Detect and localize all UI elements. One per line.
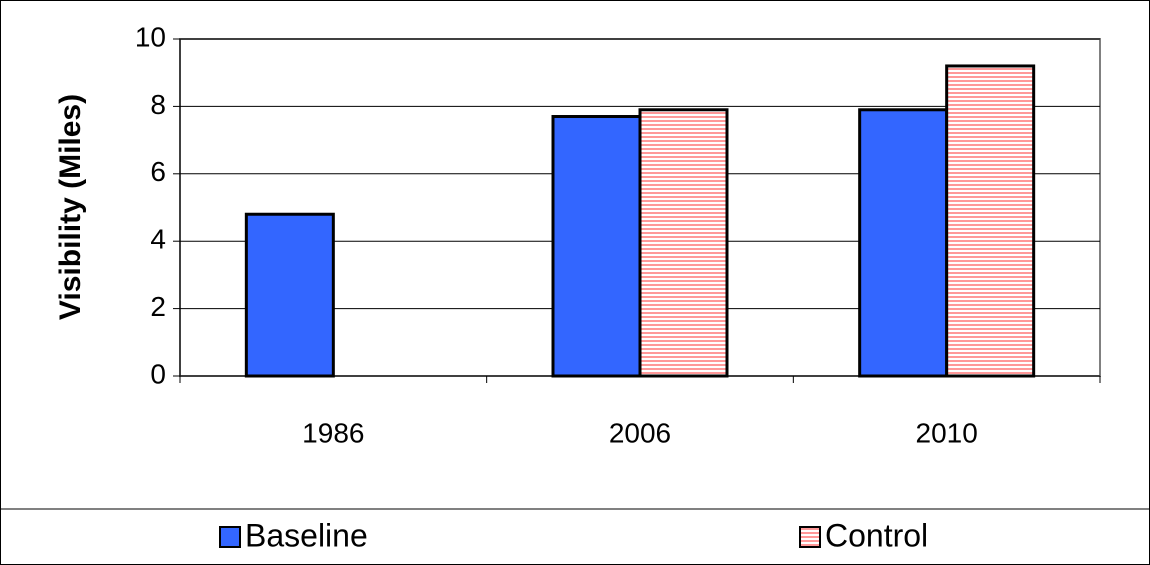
legend-label: Baseline [245, 517, 368, 553]
y-axis-label: Visibility (Miles) [54, 94, 87, 320]
bar [638, 108, 729, 378]
legend-label: Control [825, 517, 928, 553]
y-tick-label: 0 [150, 358, 166, 389]
y-tick-label: 10 [135, 21, 166, 52]
x-tick-label: 1986 [302, 417, 364, 448]
bar [858, 108, 949, 378]
bar [551, 115, 642, 378]
y-tick-label: 6 [150, 156, 166, 187]
bar [244, 212, 335, 378]
x-tick-label: 2006 [609, 417, 671, 448]
bar [945, 64, 1036, 378]
legend-swatch [799, 526, 821, 548]
x-tick-label: 2010 [916, 417, 978, 448]
legend-swatch [219, 526, 241, 548]
y-tick-label: 8 [150, 89, 166, 120]
y-tick-label: 4 [150, 224, 166, 255]
y-tick-label: 2 [150, 291, 166, 322]
